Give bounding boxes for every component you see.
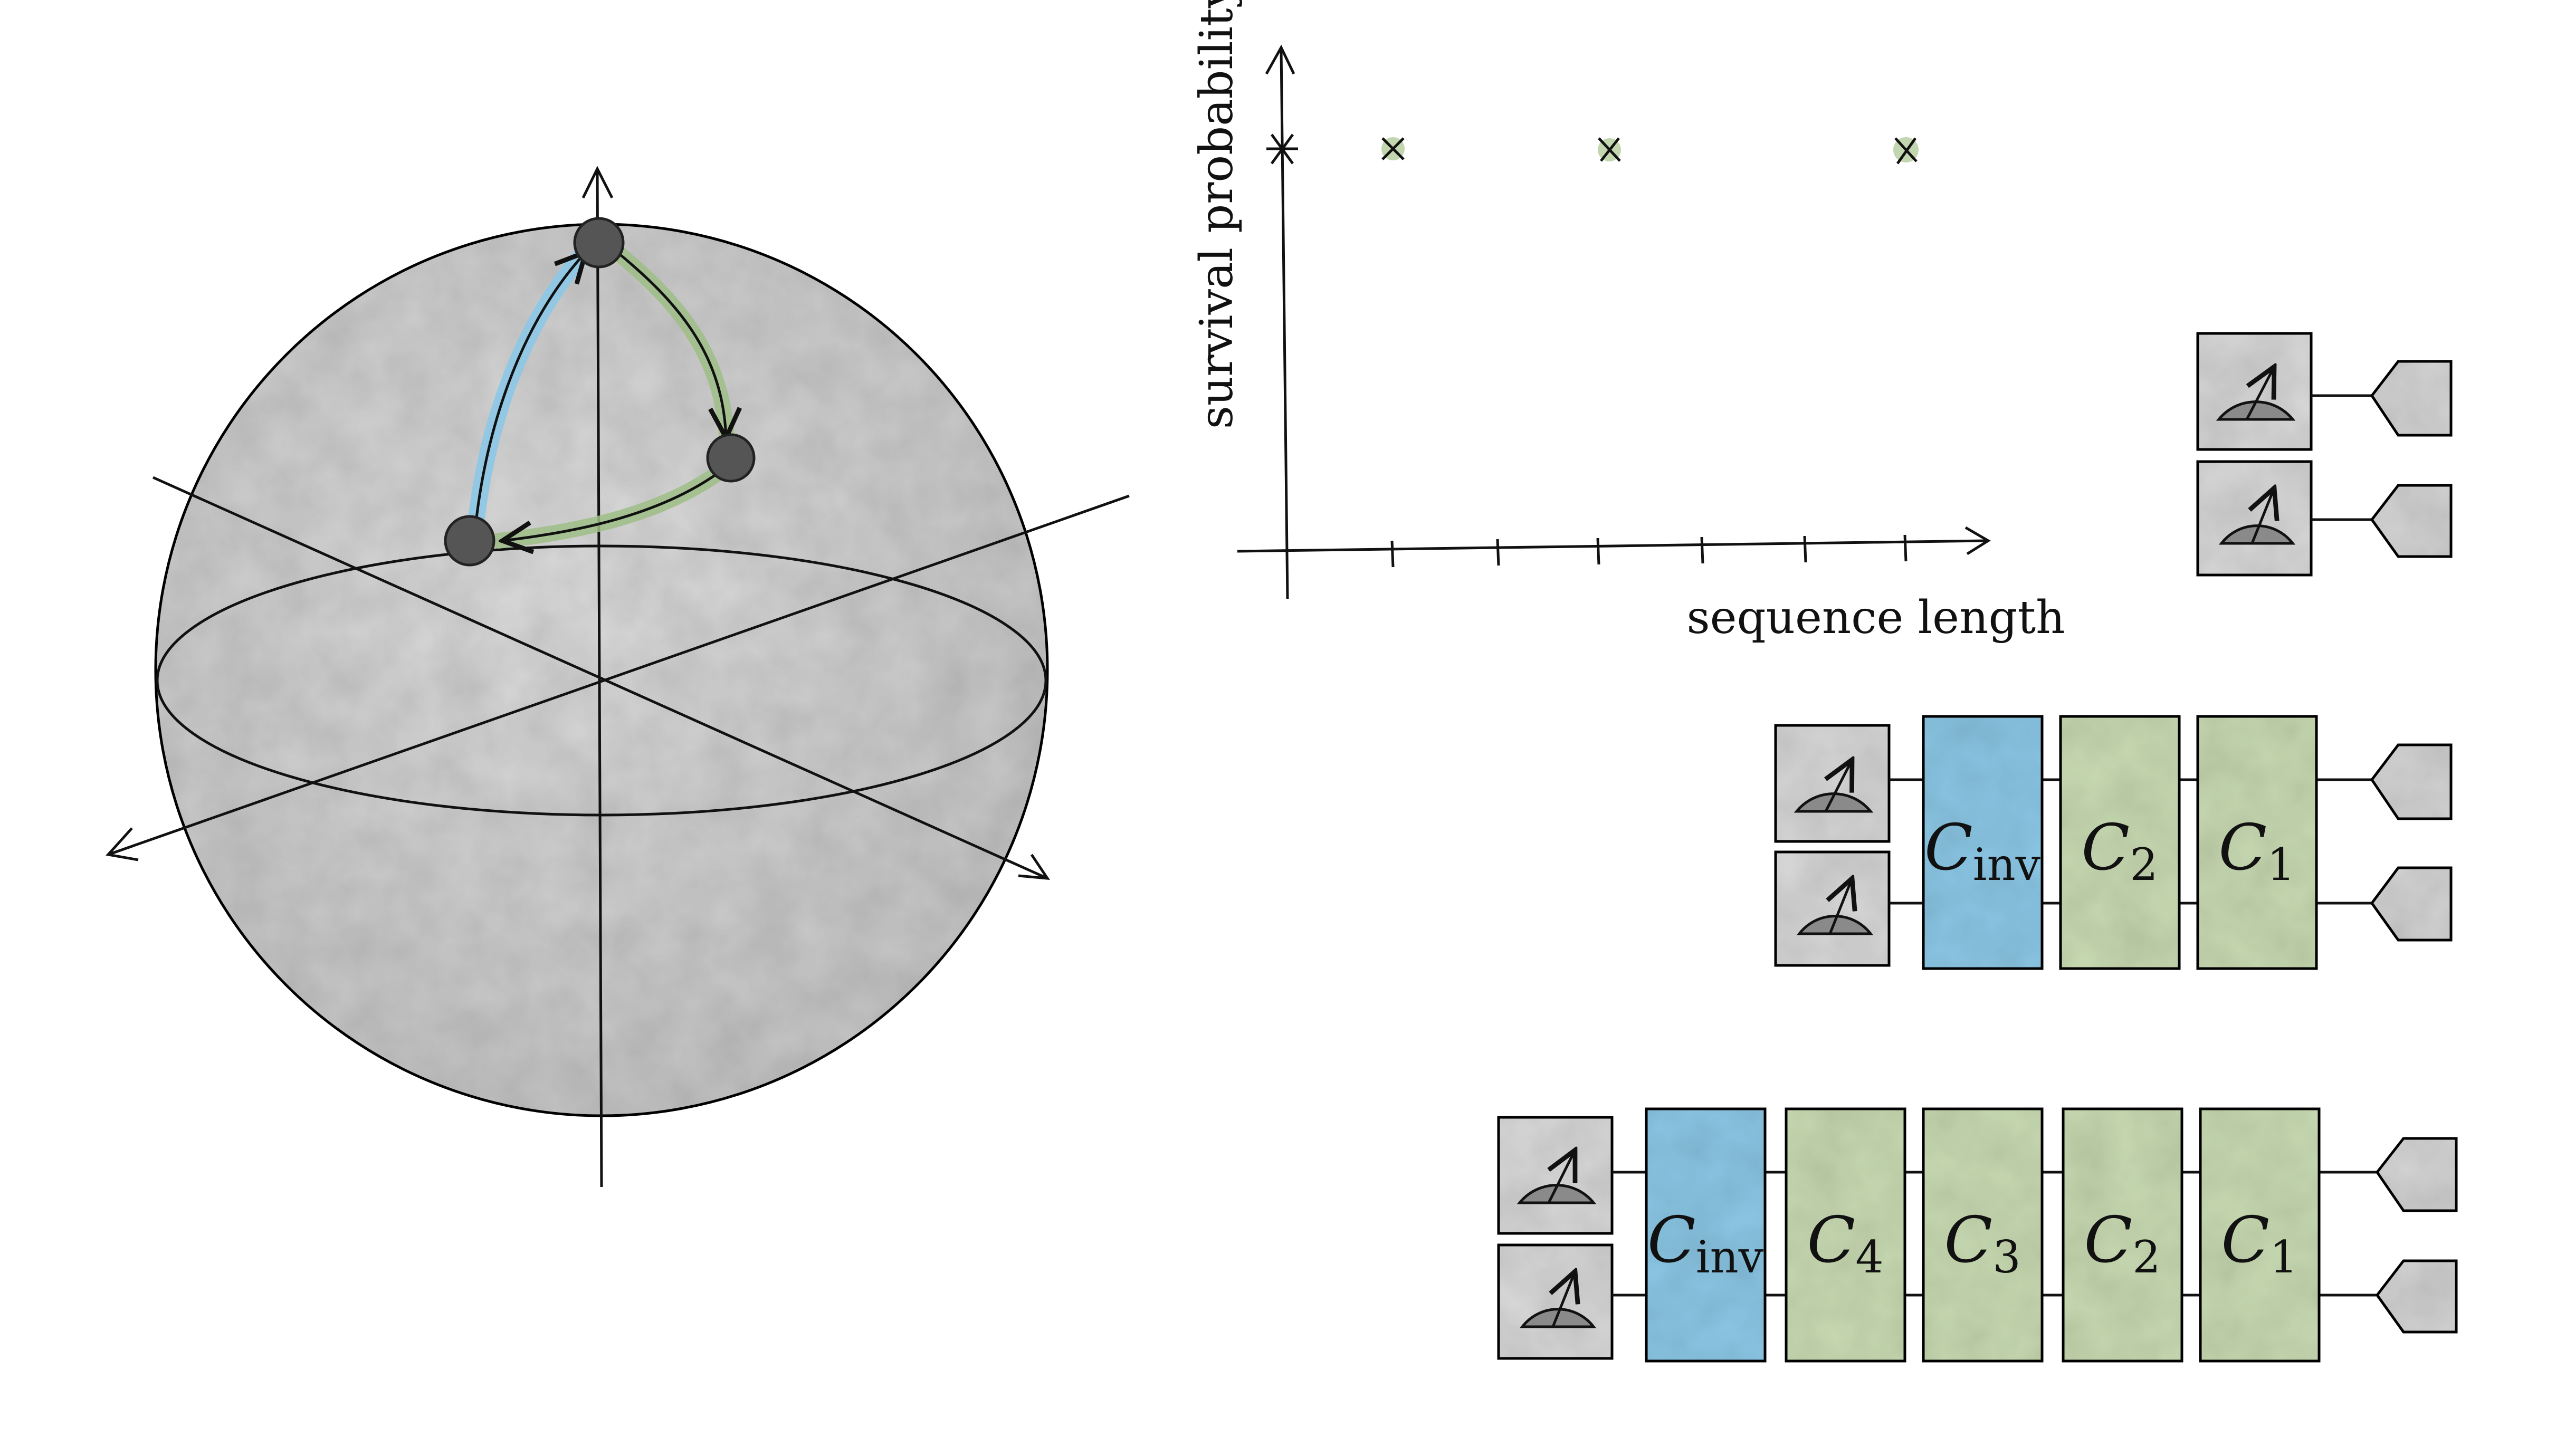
green-trajectory-1 xyxy=(611,247,726,438)
gate-base: C xyxy=(2084,1204,2132,1277)
gate-base: C xyxy=(2221,1204,2269,1277)
input-state-tag xyxy=(2370,743,2453,820)
gate-sub: 1 xyxy=(2267,839,2295,890)
gate-sub: 2 xyxy=(2132,1231,2160,1283)
circuit-length-4: Cinv C4 C3 C2 C1 xyxy=(1497,1107,2458,1363)
plot-y-axis xyxy=(1280,50,1289,599)
x-tick xyxy=(1903,534,1908,562)
input-state-tag xyxy=(2370,866,2453,942)
gate-sub: 1 xyxy=(2269,1231,2297,1283)
gate-inverse: Cinv xyxy=(1645,1107,1767,1363)
data-point xyxy=(1598,137,1621,162)
meter-box xyxy=(1774,850,1891,967)
gate-c3: C3 xyxy=(1922,1107,2044,1363)
gate-base: C xyxy=(1944,1204,1992,1277)
meter-box xyxy=(1497,1116,1614,1235)
y-axis-arrowhead xyxy=(106,827,139,861)
circuit-length-2: Cinv C2 C1 xyxy=(1774,715,2453,970)
gate-base: C xyxy=(1647,1204,1696,1277)
gate-c1: C1 xyxy=(2199,1107,2321,1363)
svg-text:C1: C1 xyxy=(2218,811,2295,890)
state-intermediate xyxy=(706,433,756,483)
equator xyxy=(156,544,1047,817)
survival-plot: survival probability sequence length xyxy=(1190,0,2065,644)
svg-text:C2: C2 xyxy=(2084,1204,2160,1283)
x-tick xyxy=(1596,538,1600,565)
svg-text:Cinv: Cinv xyxy=(1924,811,2041,890)
z-axis-arrowhead xyxy=(581,166,614,199)
x-axis-arrowhead xyxy=(1018,854,1050,880)
x-ticks xyxy=(1390,534,1908,568)
meter-box xyxy=(2196,460,2313,577)
x-tick xyxy=(1390,540,1395,568)
svg-text:Cinv: Cinv xyxy=(1647,1204,1764,1283)
x-tick xyxy=(1496,539,1500,566)
y-axis xyxy=(108,494,1130,856)
plot-xlabel: sequence length xyxy=(1687,591,2065,644)
z-axis xyxy=(596,171,603,1187)
plot-y-axis-arrowhead xyxy=(1265,44,1295,75)
blue-trajectory xyxy=(472,252,586,544)
gate-sub: inv xyxy=(1696,1231,1764,1283)
gate-c4: C4 xyxy=(1785,1107,1906,1363)
plot-x-axis xyxy=(1237,539,1987,553)
gate-c1: C1 xyxy=(2196,715,2318,970)
gate-c2: C2 xyxy=(2059,715,2181,970)
green-trajectory-2 xyxy=(502,468,724,541)
x-tick xyxy=(1803,535,1807,563)
plot-x-axis-arrowhead xyxy=(1964,526,1991,555)
input-state-tag xyxy=(2370,484,2453,558)
svg-text:C2: C2 xyxy=(2081,811,2158,890)
svg-text:C1: C1 xyxy=(2221,1204,2297,1283)
svg-text:C4: C4 xyxy=(1807,1204,1883,1283)
meter-box xyxy=(1497,1243,1614,1360)
gate-sub: 2 xyxy=(2130,839,2158,890)
input-state-tag xyxy=(2375,1137,2458,1212)
circuit-measure-only xyxy=(2196,332,2453,577)
plot-ylabel: survival probability xyxy=(1190,0,1243,429)
input-state-tag xyxy=(2370,360,2453,437)
data-points xyxy=(1381,137,1919,165)
meter-box xyxy=(2196,332,2313,451)
gate-sub: inv xyxy=(1973,839,2041,890)
gate-sub: 3 xyxy=(1992,1231,2020,1283)
input-state-tag xyxy=(2375,1259,2458,1334)
gate-base: C xyxy=(1807,1204,1855,1277)
x-axis xyxy=(152,476,1048,880)
svg-text:C3: C3 xyxy=(1944,1204,2020,1283)
state-back xyxy=(444,515,495,567)
data-point xyxy=(1381,137,1405,160)
y-tick-star xyxy=(1266,133,1298,165)
x-tick xyxy=(1700,537,1704,564)
meter-box xyxy=(1774,724,1891,843)
bloch-sphere xyxy=(106,166,1130,1187)
gate-base: C xyxy=(2218,811,2267,885)
gate-base: C xyxy=(2081,811,2130,885)
gate-base: C xyxy=(1924,811,1973,885)
gate-c2: C2 xyxy=(2062,1107,2183,1363)
state-north-pole xyxy=(573,217,625,269)
gate-sub: 4 xyxy=(1855,1231,1883,1283)
data-point xyxy=(1893,137,1919,165)
gate-inverse: Cinv xyxy=(1922,715,2044,970)
